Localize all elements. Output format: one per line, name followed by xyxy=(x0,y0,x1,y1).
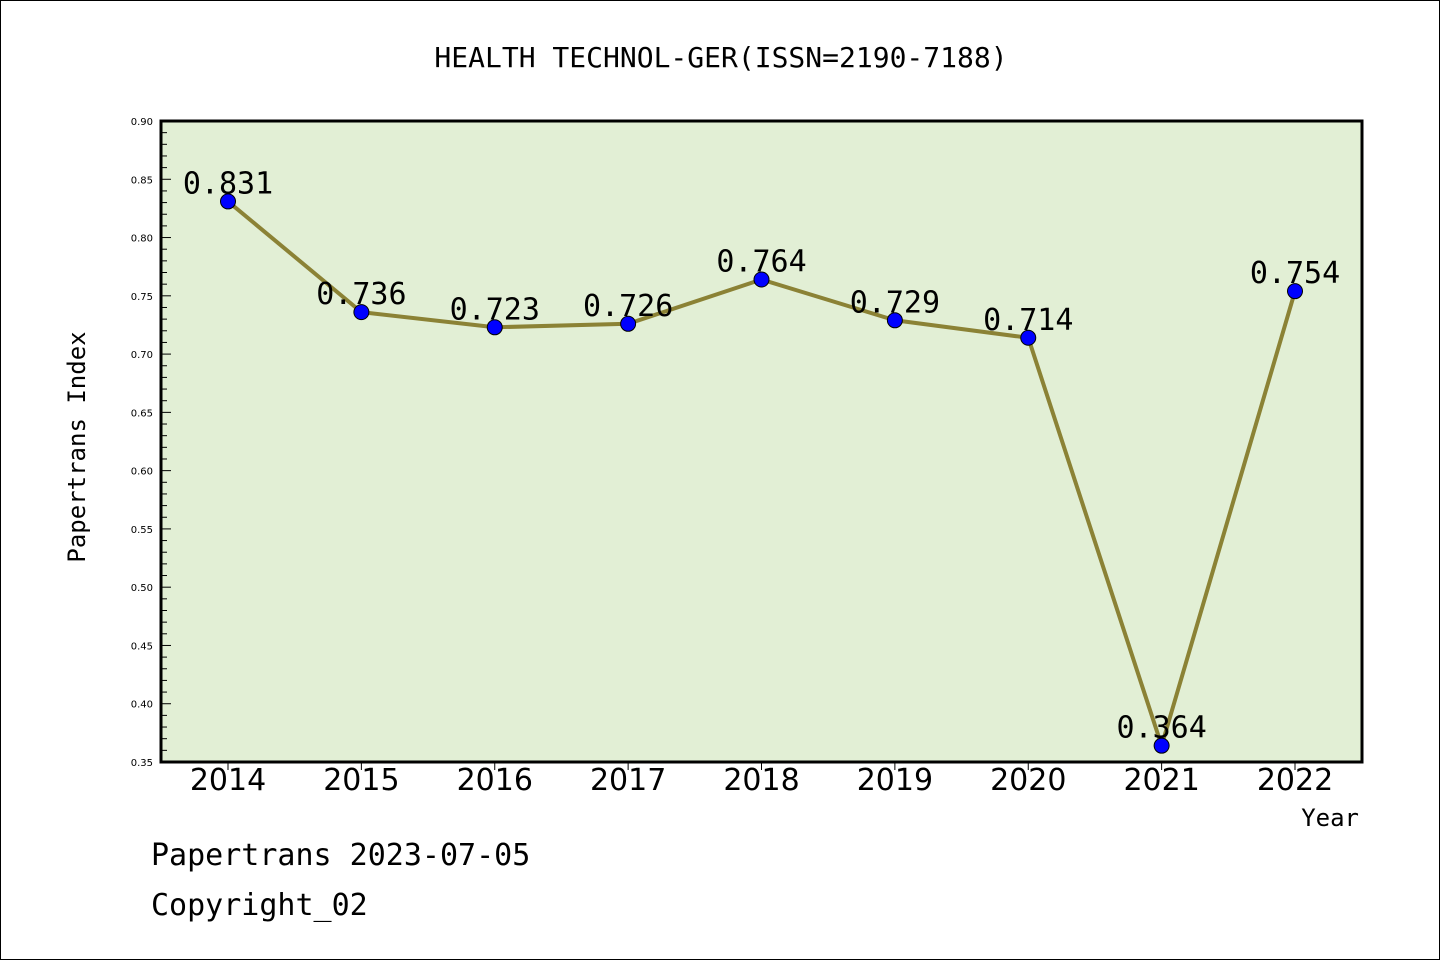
y-tick-label: 0.85 xyxy=(131,175,153,186)
y-tick-label: 0.35 xyxy=(131,758,153,769)
x-axis-label: Year xyxy=(1301,804,1359,832)
footer-copyright-text: Copyright_02 xyxy=(151,888,368,923)
x-tick-label: 2018 xyxy=(723,763,799,798)
data-point xyxy=(353,304,370,321)
x-tick-label: 2022 xyxy=(1257,763,1333,798)
x-tick-label: 2014 xyxy=(190,763,266,798)
data-label: 0.714 xyxy=(983,303,1073,338)
data-point xyxy=(620,315,637,332)
data-label: 0.723 xyxy=(450,292,540,327)
y-tick-label: 0.55 xyxy=(131,525,153,536)
x-axis: 2014 2015 2016 2017 2018 2019 2020 2021 2022 xyxy=(190,762,1333,798)
data-point xyxy=(220,193,236,210)
data-point xyxy=(486,319,503,336)
data-point xyxy=(1287,283,1303,300)
x-tick-label: 2016 xyxy=(457,763,533,798)
series-markers xyxy=(220,193,1303,754)
data-label: 0.754 xyxy=(1250,256,1340,291)
data-label: 0.726 xyxy=(583,289,673,324)
y-tick-label: 0.75 xyxy=(131,292,153,303)
x-tick-label: 2015 xyxy=(323,763,399,798)
y-tick-label: 0.80 xyxy=(131,234,153,245)
data-labels: 0.831 0.736 0.723 0.726 0.764 0.729 0.714 0.364… xyxy=(183,166,1340,745)
y-tick-label: 0.40 xyxy=(131,700,153,711)
x-tick-label: 2020 xyxy=(990,763,1066,798)
y-tick-label: 0.45 xyxy=(131,641,153,652)
footer-date-text: Papertrans 2023-07-05 xyxy=(151,838,530,873)
data-label: 0.831 xyxy=(183,166,273,201)
y-tick-label: 0.90 xyxy=(131,117,153,128)
data-point xyxy=(886,312,903,329)
chart-title: HEALTH TECHNOL-GER(ISSN=2190-7188) xyxy=(434,41,1007,74)
plot-border xyxy=(159,119,1364,764)
x-tick-label: 2017 xyxy=(590,763,666,798)
y-tick-label: 0.60 xyxy=(131,467,153,478)
data-point xyxy=(1153,737,1170,754)
data-label: 0.364 xyxy=(1116,711,1206,746)
y-axis-label: Papertrans Index xyxy=(63,331,91,562)
data-point xyxy=(1020,329,1037,346)
x-tick-label: 2021 xyxy=(1123,763,1199,798)
data-point xyxy=(753,271,770,288)
y-tick-label: 0.65 xyxy=(131,408,153,419)
data-label: 0.729 xyxy=(850,285,940,320)
y-tick-label: 0.50 xyxy=(131,583,153,594)
data-label: 0.764 xyxy=(716,245,806,280)
plot-area xyxy=(161,121,1362,762)
x-tick-label: 2019 xyxy=(857,763,933,798)
y-tick-label: 0.70 xyxy=(131,350,153,361)
y-axis: 0.35 0.40 0.45 0.50 0.55 0.60 0.65 0.70 0.75 0.80… xyxy=(131,117,171,769)
data-label: 0.736 xyxy=(316,277,406,312)
